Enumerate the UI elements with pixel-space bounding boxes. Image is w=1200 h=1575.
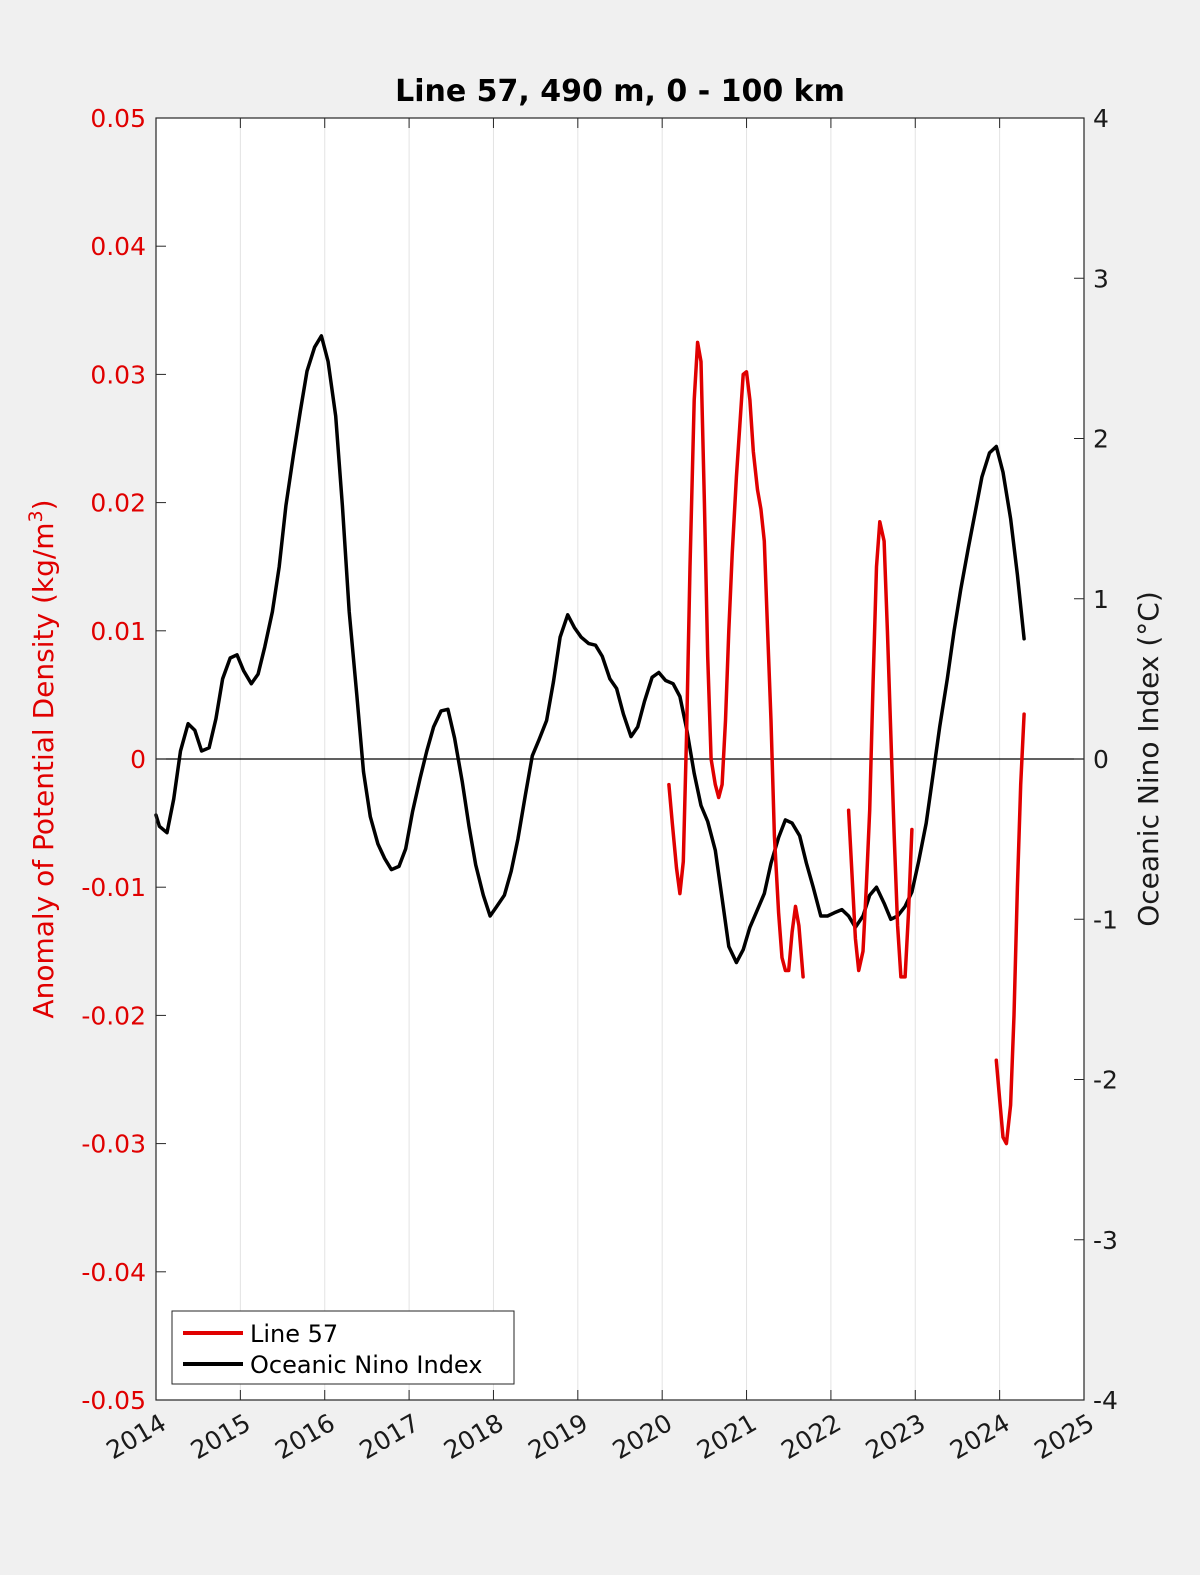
left-tick-label: 0.03 bbox=[90, 360, 146, 389]
series-line-oceanic-nino-index bbox=[154, 334, 1026, 965]
left-tick-label: -0.02 bbox=[81, 1001, 146, 1030]
series-line-line-57 bbox=[846, 520, 914, 979]
right-tick-label: 2 bbox=[1093, 425, 1109, 454]
right-tick-label: -4 bbox=[1093, 1386, 1118, 1415]
legend-box bbox=[171, 1310, 515, 1385]
right-tick-label: 1 bbox=[1093, 585, 1109, 614]
right-tick-label: 3 bbox=[1093, 264, 1109, 293]
series-line-line-57 bbox=[667, 340, 805, 979]
right-tick-label: -1 bbox=[1093, 905, 1118, 934]
chart-title: Line 57, 490 m, 0 - 100 km bbox=[395, 74, 845, 109]
left-tick-label: -0.04 bbox=[81, 1258, 146, 1287]
left-tick-label: 0 bbox=[130, 745, 146, 774]
legend: Line 57 Oceanic Nino Index bbox=[171, 1310, 515, 1385]
right-tick-label: -3 bbox=[1093, 1226, 1118, 1255]
left-tick-label: 0.02 bbox=[90, 489, 146, 518]
series-line-line-57 bbox=[994, 712, 1026, 1146]
legend-label-oni: Oceanic Nino Index bbox=[250, 1351, 482, 1379]
right-y-axis: 4 3 2 1 0 -1 -2 -3 -4 bbox=[1074, 104, 1118, 1415]
left-tick-label: -0.05 bbox=[81, 1386, 146, 1415]
left-tick-label: -0.01 bbox=[81, 873, 146, 902]
left-axis-label-main: Anomaly of Potential Density (kg/m bbox=[27, 522, 60, 1018]
left-y-axis: 0.05 0.04 0.03 0.02 0.01 0 -0.01 -0.02 -0.03 -0.0… bbox=[81, 104, 166, 1415]
right-tick-label: 4 bbox=[1093, 104, 1109, 133]
left-axis-label-end: ) bbox=[27, 499, 60, 510]
legend-label-line-57: Line 57 bbox=[250, 1320, 338, 1348]
right-axis-label: Oceanic Nino Index (°C) bbox=[1132, 591, 1165, 927]
left-tick-label: 0.01 bbox=[90, 617, 146, 646]
left-axis-label: Anomaly of Potential Density (kg/m3) bbox=[25, 499, 60, 1018]
right-tick-label: -2 bbox=[1093, 1066, 1118, 1095]
left-tick-label: -0.03 bbox=[81, 1130, 146, 1159]
right-tick-label: 0 bbox=[1093, 745, 1109, 774]
series-layer bbox=[154, 334, 1026, 1146]
left-tick-label: 0.04 bbox=[90, 232, 146, 261]
left-tick-label: 0.05 bbox=[90, 104, 146, 133]
left-axis-label-sup: 3 bbox=[25, 510, 47, 522]
